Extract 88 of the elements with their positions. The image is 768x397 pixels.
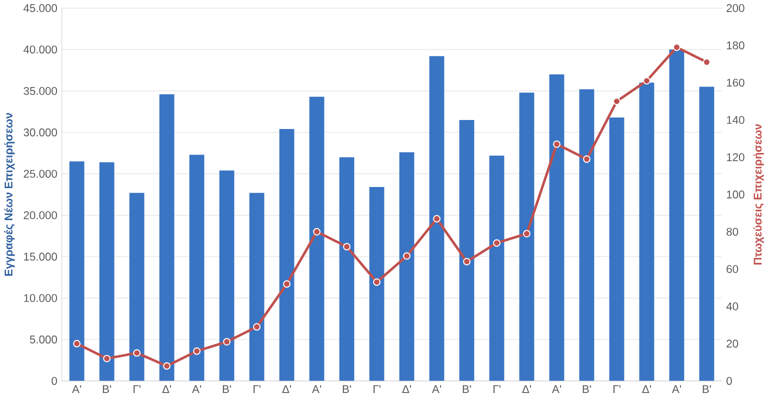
y-tick-label: 35.000 — [24, 86, 58, 95]
bar — [249, 192, 264, 381]
x-tick-label: Β' — [222, 385, 232, 393]
point — [613, 98, 620, 105]
bar — [279, 129, 294, 381]
bar — [129, 192, 144, 381]
point — [253, 323, 261, 331]
x-tick-label: Β' — [582, 385, 591, 393]
y2-tick-label: 100 — [726, 190, 744, 198]
point — [493, 239, 500, 247]
x-tick-label: Δ' — [402, 385, 412, 393]
x-tick-label: Δ' — [282, 385, 292, 393]
point — [463, 258, 470, 266]
point — [313, 228, 321, 236]
point — [73, 340, 81, 348]
y-tick-label: 30.000 — [24, 128, 58, 136]
x-tick-label: Β' — [102, 385, 112, 393]
point — [433, 214, 440, 222]
point — [403, 252, 411, 260]
bar — [429, 56, 444, 381]
bar — [609, 117, 624, 381]
x-tick-label: Γ' — [254, 385, 260, 393]
bar — [639, 82, 654, 381]
point — [193, 347, 201, 355]
x-tick-label: Δ' — [522, 385, 531, 393]
bar — [489, 156, 504, 381]
y-axis-title: Εγγραφές Νέων Επιχειρήσεων — [4, 112, 15, 276]
y-tick-label: 5.000 — [30, 335, 58, 344]
bar — [549, 74, 564, 381]
point — [283, 280, 291, 288]
point — [373, 278, 381, 286]
x-tick-label: Α' — [432, 385, 442, 393]
y2-axis-title: Πτωχεύσεις Επιχειρήσεων — [753, 124, 764, 264]
y2-tick-label: 140 — [726, 116, 744, 124]
y2-tick-label: 0 — [726, 376, 732, 385]
bar — [399, 152, 414, 381]
y-tick-label: 20.000 — [24, 211, 58, 220]
point — [133, 349, 141, 357]
bar — [699, 86, 714, 381]
x-tick-label: Δ' — [642, 385, 651, 393]
point — [103, 354, 111, 362]
y2-tick-label: 80 — [726, 228, 738, 236]
x-tick-label: Β' — [462, 385, 471, 393]
x-tick-label: Γ' — [614, 385, 620, 393]
bar — [519, 92, 534, 381]
y-tick-label: 45.000 — [23, 4, 58, 12]
y2-tick-label: 60 — [726, 265, 738, 273]
x-tick-label: Α' — [72, 385, 82, 393]
point — [642, 77, 650, 84]
y-tick-label: 40.000 — [23, 46, 58, 54]
y-tick-label: 15.000 — [24, 252, 58, 261]
bar — [669, 49, 684, 381]
bar — [579, 89, 594, 381]
bar — [369, 186, 384, 381]
point — [223, 338, 231, 346]
x-tick-label: Γ' — [374, 385, 380, 393]
x-tick-label: Γ' — [134, 385, 140, 393]
point — [553, 140, 560, 148]
bar — [339, 157, 354, 381]
y2-tick-label: 200 — [726, 4, 744, 12]
point — [583, 155, 590, 163]
bar — [69, 161, 84, 381]
x-tick-label: Α' — [312, 385, 322, 393]
y2-tick-label: 120 — [726, 153, 744, 162]
y2-tick-label: 40 — [726, 302, 738, 310]
x-tick-label: Δ' — [162, 385, 172, 393]
y2-tick-label: 160 — [726, 78, 744, 87]
x-tick-label: Α' — [672, 385, 681, 393]
bar — [309, 96, 324, 381]
bar — [189, 154, 204, 381]
point — [702, 58, 710, 66]
x-tick-label: Γ' — [494, 385, 500, 393]
point — [343, 242, 351, 250]
x-tick-label: Β' — [702, 385, 711, 393]
y-tick-label: 10.000 — [24, 294, 58, 302]
y2-tick-label: 20 — [726, 340, 738, 348]
y-tick-label: 0 — [52, 376, 58, 385]
point — [523, 230, 530, 238]
bar — [459, 120, 474, 381]
bar — [159, 94, 174, 381]
x-tick-label: Α' — [552, 385, 561, 393]
bar — [219, 170, 234, 381]
point — [163, 362, 171, 370]
x-tick-label: Β' — [342, 385, 352, 393]
bar — [99, 162, 114, 381]
y2-tick-label: 180 — [726, 41, 744, 50]
y-tick-label: 25.000 — [24, 170, 58, 178]
x-tick-label: Α' — [192, 385, 202, 393]
